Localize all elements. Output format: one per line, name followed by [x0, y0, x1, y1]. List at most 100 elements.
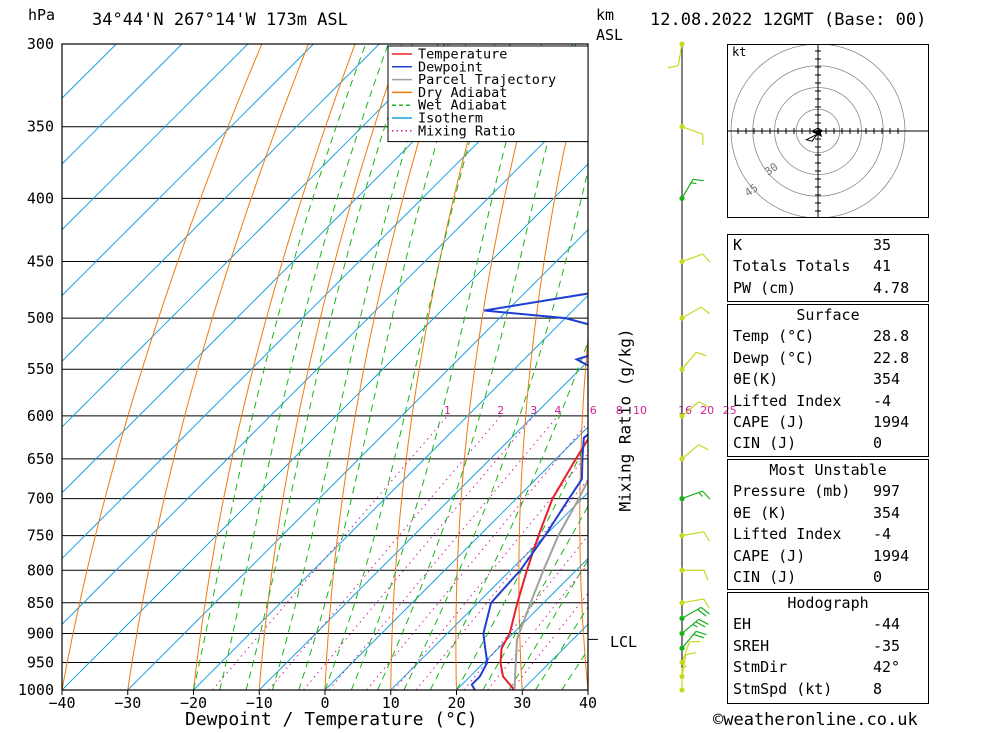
surface-table: Surface Temp (°C) 28.8 Dewp (°C) 22.8 θE(K…: [727, 304, 929, 457]
wet-adiabat-line: [403, 168, 588, 690]
wind-barb: [681, 401, 709, 417]
isotherm-line: [62, 44, 446, 428]
hodograph-ring-label: 45: [742, 181, 760, 199]
x-tick-label: 0: [320, 694, 329, 712]
barb-half-flag: [681, 665, 688, 669]
barb-staff: [681, 401, 700, 417]
legend-entry: Temperature: [418, 47, 507, 63]
wind-barb: [681, 598, 710, 609]
pressure-tick-label: 700: [27, 490, 54, 508]
most-unstable-row: Pressure (mb) 997: [733, 482, 901, 501]
wet-adiabat-line: [245, 44, 413, 690]
barb-flag: [698, 401, 709, 408]
legend-entry: Mixing Ratio: [418, 123, 516, 139]
barb-flag: [695, 630, 707, 636]
lcl-label: LCL: [610, 633, 638, 651]
wind-barb: [681, 606, 710, 619]
isotherm-line: [62, 44, 249, 231]
dry-adiabat-line: [959, 26, 1000, 690]
x-tick-label: −10: [246, 694, 273, 712]
mixing-ratio-label: 2: [497, 404, 504, 417]
hodograph-ring-label: 30: [762, 160, 780, 178]
barb-flag: [703, 570, 709, 581]
asl-axis-label: ASL: [596, 26, 624, 44]
mixing-ratio-line: [268, 415, 502, 690]
legend-entry: Dewpoint: [418, 59, 483, 75]
mixing-ratio-label: 4: [554, 404, 561, 417]
mixing-ratio-line: [366, 421, 588, 690]
index-row-totals: Totals Totals 41: [733, 257, 892, 276]
storm-motion-icon: [812, 129, 822, 137]
pressure-tick-label: 300: [27, 35, 54, 53]
hodograph-unit-label: kt: [732, 45, 747, 59]
barb-flag: [702, 253, 711, 263]
barb-staff: [681, 253, 703, 263]
barb-flag: [693, 633, 704, 639]
x-tick-label: 20: [447, 694, 465, 712]
km-axis-label: km: [596, 6, 615, 24]
mixing-ratio-label: 6: [590, 404, 597, 417]
pressure-tick-label: 850: [27, 594, 54, 612]
wind-point: [679, 687, 685, 693]
surface-row: Dewp (°C) 22.8: [733, 348, 910, 367]
wind-barb: [681, 490, 711, 500]
barb-flag: [702, 134, 704, 146]
pressure-tick-label: 900: [27, 624, 54, 642]
dry-adiabat-line: [127, 44, 309, 690]
wind-barb: [681, 351, 707, 370]
pressure-tick-label: 950: [27, 653, 54, 671]
mixing-ratio-label: 10: [633, 404, 647, 417]
wind-point: [679, 659, 685, 666]
pressure-tick-label: 500: [27, 309, 54, 327]
wind-barb: [681, 651, 697, 677]
isotherm-line: [258, 360, 588, 690]
wet-adiabat-line: [534, 605, 588, 690]
hodograph-row: StmDir 42°: [733, 658, 901, 677]
barb-half-flag: [690, 182, 697, 185]
indices-table: K 35 Totals Totals 41 PW (cm) 4.78: [727, 234, 929, 302]
mixing-ratio-label: 3: [530, 404, 537, 417]
barb-flag: [689, 640, 701, 643]
surface-title: Surface: [796, 306, 860, 324]
barb-staff: [681, 606, 702, 619]
dewpoint-profile: [470, 292, 588, 690]
surface-row: θE(K) 354: [733, 370, 901, 389]
wet-adiabat-line: [508, 559, 588, 690]
wet-adiabat-line: [482, 505, 588, 690]
barb-flag: [700, 306, 710, 315]
index-row-k: K 35: [733, 236, 892, 254]
copyright-link[interactable]: ©weatheronline.co.uk: [713, 710, 918, 730]
wet-adiabat-line: [219, 44, 389, 690]
wind-point: [679, 41, 685, 47]
pressure-tick-label: 450: [27, 253, 54, 271]
forecast-datetime: 12.08.2022 12GMT (Base: 00): [650, 10, 927, 30]
wet-adiabat-line: [456, 437, 588, 690]
barb-staff: [681, 444, 700, 460]
barb-flag: [685, 651, 697, 656]
wet-adiabat-line: [298, 44, 467, 690]
hodograph-trace: [804, 127, 824, 142]
dry-adiabat-line: [258, 44, 403, 690]
barb-flag: [700, 606, 710, 615]
hodograph-row: SREH -35: [733, 636, 901, 655]
index-row-pw: PW (cm) 4.78: [733, 278, 910, 297]
wind-point: [679, 533, 685, 539]
mixing-ratio-label: 25: [723, 404, 737, 417]
isotherm-line: [62, 44, 117, 99]
x-tick-label: −20: [180, 694, 207, 712]
x-tick-label: −40: [48, 694, 75, 712]
barb-staff: [681, 179, 694, 199]
mixing-ratio-line: [303, 415, 535, 690]
mixing-ratio-label: 1: [444, 404, 451, 417]
wind-barb: [681, 531, 710, 542]
hodograph-panel: 30 45 kt: [727, 43, 929, 219]
surface-row: CAPE (J) 1994: [733, 412, 910, 431]
pressure-tick-label: 550: [27, 360, 54, 378]
hodograph-table-title: Hodograph: [787, 594, 869, 612]
mixing-ratio-line: [212, 415, 448, 690]
wind-barb: [681, 640, 701, 663]
dry-adiabat-line: [193, 44, 356, 690]
isotherm-line: [127, 229, 588, 690]
legend-entry: Dry Adiabat: [418, 85, 507, 101]
